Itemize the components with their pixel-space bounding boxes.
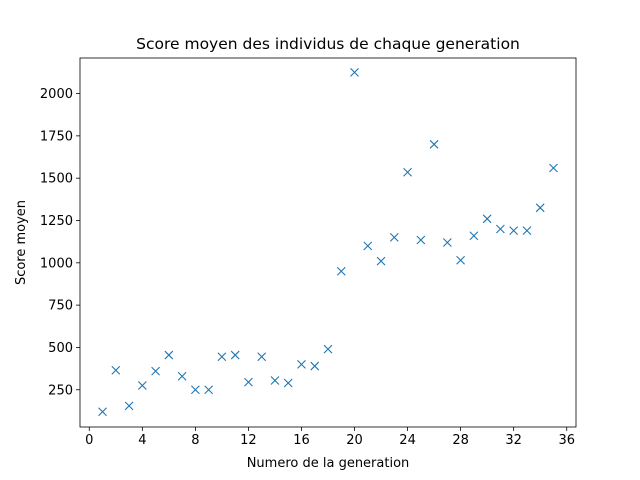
data-point-marker xyxy=(389,233,399,242)
data-point-marker xyxy=(151,366,160,376)
data-point-marker xyxy=(244,377,253,387)
data-point-marker xyxy=(442,238,452,247)
data-point-marker xyxy=(403,167,412,177)
chart-title: Score moyen des individus de chaque gene… xyxy=(136,35,520,53)
data-point-marker xyxy=(549,163,558,173)
data-point-marker xyxy=(456,255,466,265)
data-point-marker xyxy=(217,352,227,362)
data-point-marker xyxy=(204,385,214,395)
y-tick-label: 2000 xyxy=(40,87,73,102)
data-point-marker xyxy=(522,226,532,236)
x-tick-label: 28 xyxy=(452,433,469,448)
x-tick-label: 0 xyxy=(85,433,93,448)
data-point-marker xyxy=(429,139,439,149)
x-tick-label: 16 xyxy=(293,433,310,448)
x-tick-label: 20 xyxy=(346,433,363,448)
data-point-marker xyxy=(124,401,134,411)
data-point-marker xyxy=(190,385,200,395)
data-point-marker xyxy=(363,241,373,251)
data-point-marker xyxy=(535,203,545,213)
x-tick-label: 36 xyxy=(558,433,575,448)
data-point-marker xyxy=(416,235,426,245)
plot-marks xyxy=(98,67,558,417)
x-axis-ticks: 0 4 8 12 16 20 24 28 32 36 xyxy=(85,427,575,448)
data-point-marker xyxy=(164,350,174,360)
data-point-marker xyxy=(230,350,240,360)
data-point-marker xyxy=(270,376,280,385)
data-point-marker xyxy=(336,266,346,276)
data-point-marker xyxy=(482,214,492,224)
data-point-marker xyxy=(137,381,147,390)
x-tick-label: 8 xyxy=(191,433,199,448)
y-tick-label: 1750 xyxy=(40,129,73,144)
y-tick-label: 500 xyxy=(48,341,73,356)
y-tick-label: 1000 xyxy=(40,256,73,271)
x-tick-label: 4 xyxy=(138,433,146,448)
data-point-marker xyxy=(350,67,359,77)
data-point-marker xyxy=(283,378,293,388)
y-axis-label: Score moyen xyxy=(14,200,29,285)
y-tick-label: 750 xyxy=(48,299,73,314)
x-tick-label: 24 xyxy=(399,433,416,448)
data-point-marker xyxy=(323,344,333,354)
data-point-marker xyxy=(297,359,306,369)
y-tick-label: 250 xyxy=(48,383,73,398)
y-tick-label: 1500 xyxy=(40,172,73,187)
data-point-marker xyxy=(111,365,121,375)
y-tick-label: 1250 xyxy=(40,214,73,229)
data-point-marker xyxy=(310,361,320,371)
data-point-marker xyxy=(469,231,479,241)
y-axis-ticks: 250 500 750 1000 1250 1500 1750 2000 xyxy=(40,87,80,398)
data-point-marker xyxy=(98,407,107,417)
data-point-marker xyxy=(257,352,267,362)
data-point-marker xyxy=(509,226,519,236)
plot-frame xyxy=(79,57,577,428)
x-tick-label: 32 xyxy=(505,433,522,448)
x-tick-label: 12 xyxy=(240,433,257,448)
data-point-marker xyxy=(496,224,505,234)
data-point-marker xyxy=(376,256,386,266)
x-axis-label: Numero de la generation xyxy=(247,456,410,471)
data-point-marker xyxy=(177,371,187,381)
